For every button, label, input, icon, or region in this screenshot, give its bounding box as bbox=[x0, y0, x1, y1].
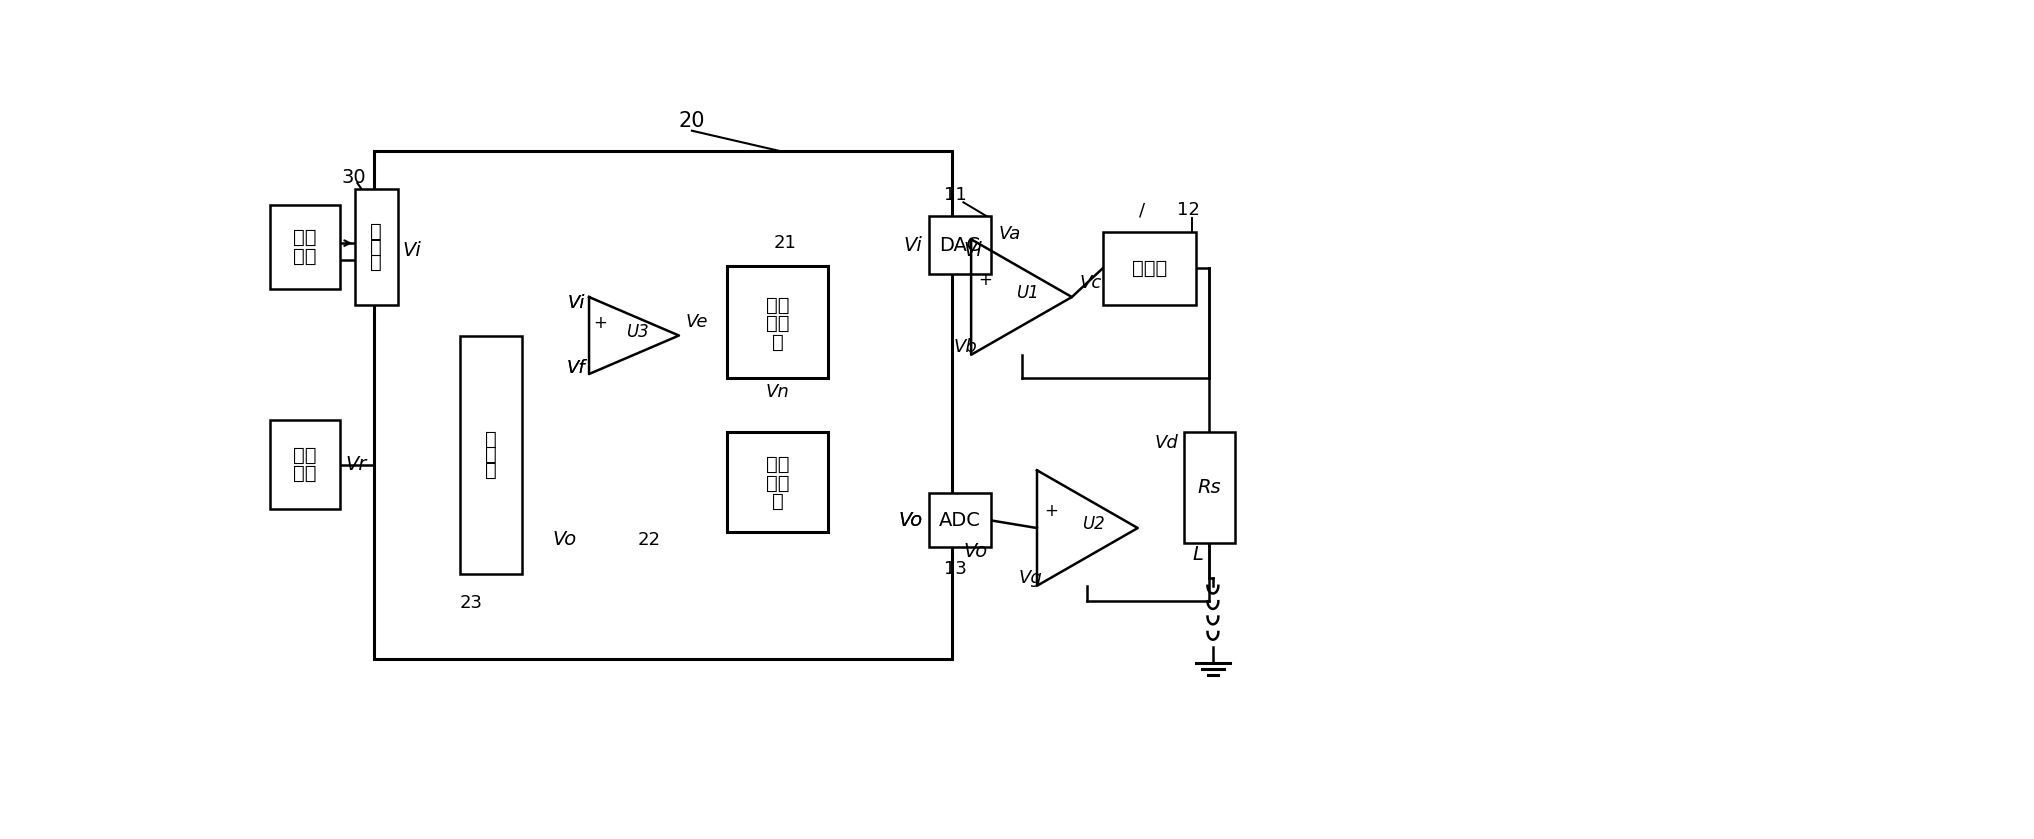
Text: Vf: Vf bbox=[565, 359, 586, 377]
Text: 11: 11 bbox=[944, 185, 966, 204]
Text: 30: 30 bbox=[342, 168, 366, 187]
Text: 比: 比 bbox=[484, 430, 496, 449]
Text: Vn: Vn bbox=[765, 383, 789, 401]
Text: Vo: Vo bbox=[899, 511, 921, 530]
Text: 数字: 数字 bbox=[765, 456, 789, 474]
Bar bbox=[726, 432, 828, 532]
Text: 器: 器 bbox=[771, 332, 783, 352]
Bar bbox=[271, 205, 340, 289]
Text: Vi: Vi bbox=[567, 294, 586, 312]
Text: U3: U3 bbox=[626, 323, 649, 341]
Text: 22: 22 bbox=[639, 530, 661, 549]
Text: 23: 23 bbox=[460, 595, 482, 612]
Bar bbox=[1184, 432, 1235, 544]
Text: 放大: 放大 bbox=[765, 474, 789, 492]
Text: Vc: Vc bbox=[1080, 274, 1102, 292]
Text: Vi: Vi bbox=[403, 242, 421, 260]
Text: 较: 较 bbox=[484, 446, 496, 464]
Text: L: L bbox=[1192, 545, 1202, 565]
Text: U2: U2 bbox=[1082, 515, 1104, 533]
Bar bbox=[374, 151, 952, 659]
Text: Vg: Vg bbox=[1019, 569, 1043, 587]
Text: 20: 20 bbox=[679, 112, 706, 132]
Bar bbox=[1102, 232, 1196, 305]
Bar bbox=[928, 493, 991, 547]
Text: Ve: Ve bbox=[685, 313, 708, 331]
Text: ADC: ADC bbox=[938, 511, 980, 530]
Text: 积分: 积分 bbox=[765, 314, 789, 333]
Text: 积分器: 积分器 bbox=[1131, 258, 1168, 278]
Text: Va: Va bbox=[999, 225, 1021, 242]
Text: 节: 节 bbox=[370, 237, 382, 257]
Text: 器: 器 bbox=[370, 253, 382, 272]
Text: Vi: Vi bbox=[903, 236, 921, 254]
Text: Vo: Vo bbox=[899, 511, 921, 530]
Text: 12: 12 bbox=[1178, 201, 1200, 219]
Text: 器: 器 bbox=[771, 492, 783, 511]
Text: /: / bbox=[1139, 201, 1145, 219]
Bar bbox=[460, 336, 521, 574]
Bar bbox=[271, 420, 340, 508]
Text: Vo: Vo bbox=[964, 542, 986, 560]
Text: 上报: 上报 bbox=[293, 464, 317, 483]
Text: +: + bbox=[978, 271, 993, 289]
Text: 调: 调 bbox=[370, 222, 382, 241]
Text: 设定: 设定 bbox=[293, 247, 317, 266]
Text: 数字: 数字 bbox=[765, 295, 789, 315]
Text: U1: U1 bbox=[1017, 284, 1039, 302]
Text: +: + bbox=[594, 315, 606, 332]
Text: Rs: Rs bbox=[1198, 478, 1220, 497]
Text: 故障: 故障 bbox=[293, 446, 317, 465]
Text: DAC: DAC bbox=[940, 236, 980, 254]
Text: Vr: Vr bbox=[346, 455, 368, 474]
Text: Vd: Vd bbox=[1155, 435, 1178, 452]
Bar bbox=[356, 190, 397, 305]
Bar bbox=[726, 266, 828, 378]
Text: Vi: Vi bbox=[567, 294, 586, 312]
Text: Vf: Vf bbox=[565, 359, 586, 377]
Text: +: + bbox=[1043, 502, 1058, 520]
Text: 21: 21 bbox=[773, 234, 797, 253]
Text: Vo: Vo bbox=[551, 530, 576, 549]
Text: Vb: Vb bbox=[954, 338, 976, 356]
Text: Vi: Vi bbox=[964, 242, 982, 260]
Text: 13: 13 bbox=[944, 560, 966, 578]
Text: 用户: 用户 bbox=[293, 228, 317, 248]
Text: 器: 器 bbox=[484, 461, 496, 480]
Bar bbox=[928, 216, 991, 274]
